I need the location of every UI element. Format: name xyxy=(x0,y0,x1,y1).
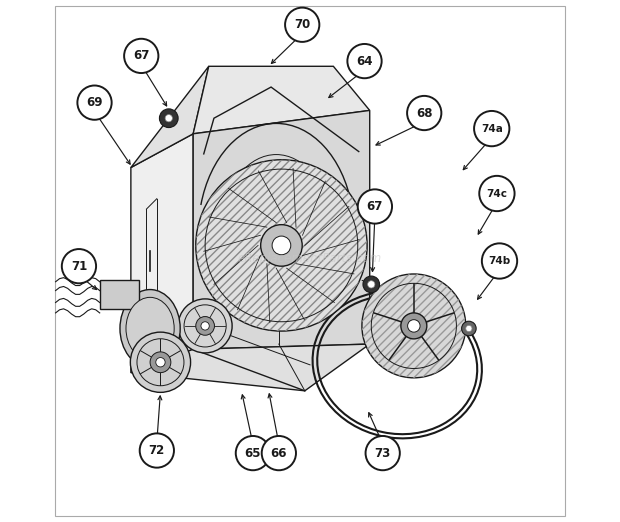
Text: 70: 70 xyxy=(294,18,311,31)
Circle shape xyxy=(401,313,427,339)
Circle shape xyxy=(462,321,476,336)
Text: 69: 69 xyxy=(86,96,103,109)
Circle shape xyxy=(260,224,302,266)
Circle shape xyxy=(368,281,375,288)
Circle shape xyxy=(347,44,382,78)
Circle shape xyxy=(272,236,291,255)
Circle shape xyxy=(482,243,517,279)
Circle shape xyxy=(78,86,112,120)
Circle shape xyxy=(201,322,210,330)
Text: 74c: 74c xyxy=(487,188,507,198)
Circle shape xyxy=(262,436,296,470)
Polygon shape xyxy=(131,134,193,373)
FancyBboxPatch shape xyxy=(100,280,139,309)
Circle shape xyxy=(196,316,215,335)
Circle shape xyxy=(285,8,319,42)
Text: 74a: 74a xyxy=(480,124,503,134)
Circle shape xyxy=(150,352,171,373)
Text: 65: 65 xyxy=(245,447,261,459)
Circle shape xyxy=(479,176,515,211)
Text: 66: 66 xyxy=(270,447,287,459)
Circle shape xyxy=(196,160,367,331)
Text: 74b: 74b xyxy=(489,256,511,266)
Text: eReplacementParts.com: eReplacementParts.com xyxy=(238,252,382,265)
Circle shape xyxy=(366,436,400,470)
Circle shape xyxy=(178,299,232,353)
Circle shape xyxy=(159,109,178,127)
Text: 67: 67 xyxy=(133,50,149,63)
Circle shape xyxy=(407,96,441,130)
Text: 73: 73 xyxy=(374,447,391,459)
Circle shape xyxy=(358,189,392,223)
Circle shape xyxy=(165,115,172,122)
Ellipse shape xyxy=(126,298,174,360)
Text: 71: 71 xyxy=(71,259,87,272)
Text: 67: 67 xyxy=(366,200,383,213)
Text: 72: 72 xyxy=(149,444,165,457)
Circle shape xyxy=(124,39,158,73)
Text: 64: 64 xyxy=(356,55,373,68)
Circle shape xyxy=(236,436,270,470)
Circle shape xyxy=(362,274,466,378)
Circle shape xyxy=(62,249,96,283)
Polygon shape xyxy=(131,66,209,168)
Circle shape xyxy=(130,332,190,393)
Circle shape xyxy=(140,433,174,468)
Ellipse shape xyxy=(120,290,180,367)
Polygon shape xyxy=(131,344,370,391)
Circle shape xyxy=(407,319,420,332)
Text: 68: 68 xyxy=(416,106,433,120)
Circle shape xyxy=(466,325,472,331)
Circle shape xyxy=(363,276,379,293)
Polygon shape xyxy=(193,66,370,134)
Polygon shape xyxy=(193,111,370,349)
Circle shape xyxy=(474,111,510,146)
Circle shape xyxy=(156,358,165,367)
